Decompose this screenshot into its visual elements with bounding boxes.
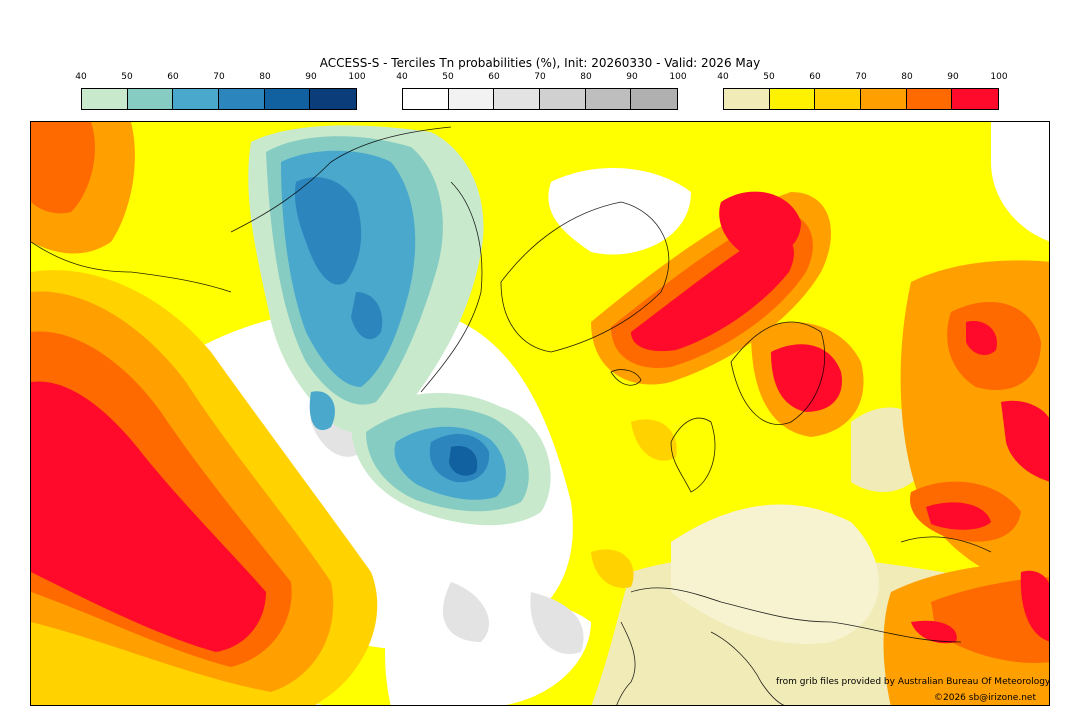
legend-swatch [173,89,220,109]
legend-tick-label: 100 [990,72,1008,82]
legend-swatch [952,89,999,109]
legend-tick-label: 100 [348,72,366,82]
legend-swatch [448,89,495,109]
legend-colorbar [402,88,678,110]
map-canvas [31,122,1049,705]
legend-swatch [127,89,174,109]
legend-tick-label: 60 [809,72,821,82]
legend-tick-label: 80 [901,72,913,82]
legend-swatch [585,89,632,109]
legend-tick-label: 100 [669,72,687,82]
legend-tick-label: 40 [396,72,408,82]
data-source-credit: from grib files provided by Australian B… [776,677,1051,687]
legend-below-normal: 40 50 60 70 80 90 100 [75,72,366,112]
legend-near-normal: 40 50 60 70 80 90 100 [396,72,687,112]
legend-swatch [264,89,311,109]
legend-tick-label: 50 [121,72,133,82]
legend-swatch [906,89,953,109]
legend-swatch [219,89,265,109]
legend-tick-label: 70 [855,72,867,82]
legend-tick-label: 50 [763,72,775,82]
legend-swatch [540,89,586,109]
legend-tick-label: 90 [947,72,959,82]
legend-tick-label: 60 [167,72,179,82]
legend-ticks: 40 50 60 70 80 90 100 [717,72,1007,84]
legend-colorbar [81,88,357,110]
legend-tick-label: 40 [75,72,87,82]
legend-ticks: 40 50 60 70 80 90 100 [396,72,686,84]
legend-swatch [724,89,770,109]
legend-tick-label: 70 [213,72,225,82]
legend-tick-label: 90 [305,72,317,82]
legend-tick-label: 60 [488,72,500,82]
legend-tick-label: 90 [626,72,638,82]
legend-swatch [403,89,449,109]
legend-above-normal: 40 50 60 70 80 90 100 [717,72,1008,112]
legend-colorbar [723,88,999,110]
legend-tick-label: 80 [259,72,271,82]
legend-tick-label: 70 [534,72,546,82]
copyright-credit: ©2026 sb@irizone.net [934,693,1036,703]
legend-tick-label: 80 [580,72,592,82]
legend-ticks: 40 50 60 70 80 90 100 [75,72,365,84]
legend-swatch [310,89,357,109]
map-title: ACCESS-S - Terciles Tn probabilities (%)… [319,56,761,70]
legend-tick-label: 40 [717,72,729,82]
legend-swatch [861,89,907,109]
legend-swatch [815,89,862,109]
legend-swatch [769,89,816,109]
probability-map [30,121,1050,706]
legend-swatch [631,89,678,109]
legend-swatch [494,89,541,109]
legend-tick-label: 50 [442,72,454,82]
legend-swatch [82,89,128,109]
